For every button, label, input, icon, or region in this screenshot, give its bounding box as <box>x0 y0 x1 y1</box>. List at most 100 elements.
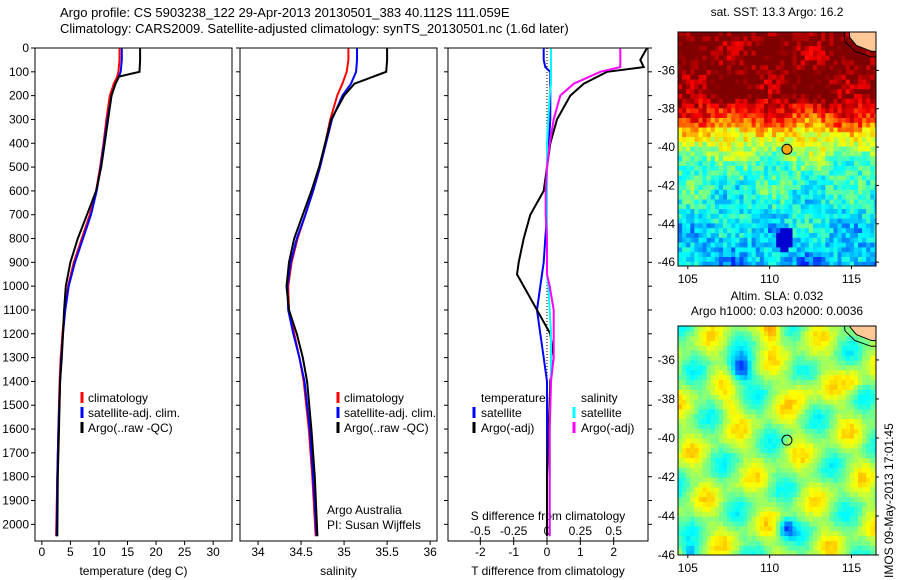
map-cell <box>858 256 863 262</box>
map-cell <box>739 155 745 162</box>
map-cell <box>784 359 790 366</box>
map-cell <box>763 326 769 332</box>
map-cell <box>813 150 818 157</box>
map-cell <box>800 511 806 517</box>
map-cell <box>678 59 683 66</box>
map-cell <box>694 457 700 463</box>
map-cell <box>874 122 876 128</box>
map-cell <box>862 112 867 118</box>
map-cell <box>841 131 847 138</box>
lat-tick-label: -42 <box>658 470 676 484</box>
map-cell <box>800 232 806 238</box>
map-cell <box>813 345 818 351</box>
map-cell <box>727 203 732 210</box>
map-cell <box>694 45 700 51</box>
map-cell <box>706 69 712 75</box>
map-cell <box>718 394 724 400</box>
map-cell <box>870 413 875 420</box>
map-cell <box>706 530 712 537</box>
map-cell <box>858 74 863 80</box>
map-cell <box>825 457 830 463</box>
map-cell <box>714 442 720 449</box>
map-cell <box>731 189 736 195</box>
map-cell <box>690 477 695 483</box>
map-cell <box>817 447 822 454</box>
map-cell <box>804 433 810 439</box>
map-cell <box>718 136 724 142</box>
map-cell <box>833 32 839 37</box>
map-cell <box>858 122 863 128</box>
map-cell <box>788 364 794 371</box>
map-cell <box>796 64 802 70</box>
map-cell <box>825 64 830 70</box>
map-cell <box>845 213 851 219</box>
map-cell <box>821 45 826 51</box>
map-cell <box>817 79 822 85</box>
map-cell <box>702 511 708 517</box>
map-cell <box>804 40 810 46</box>
map-cell <box>678 374 683 381</box>
map-cell <box>796 122 802 128</box>
map-cell <box>768 399 773 405</box>
map-cell <box>755 486 761 493</box>
map-cell <box>788 155 794 162</box>
map-cell <box>853 501 859 507</box>
map-cell <box>800 486 806 493</box>
map-cell <box>825 40 830 46</box>
map-cell <box>759 32 765 37</box>
map-cell <box>698 64 704 70</box>
map-cell <box>763 516 769 522</box>
map-cell <box>780 491 785 498</box>
map-cell <box>845 486 851 493</box>
map-cell <box>788 222 794 229</box>
map-cell <box>772 256 777 262</box>
map-cell <box>808 237 814 243</box>
map-cell <box>837 359 843 366</box>
map-cell <box>682 550 687 555</box>
map-cell <box>833 364 839 371</box>
map-cell <box>759 394 765 400</box>
map-cell <box>808 511 814 517</box>
map-cell <box>788 55 794 61</box>
map-cell <box>702 146 708 152</box>
map-cell <box>768 45 773 51</box>
map-cell <box>739 208 745 214</box>
map-cell <box>747 525 753 532</box>
map-cell <box>841 198 847 205</box>
map-cell <box>751 345 757 351</box>
map-cell <box>763 384 769 390</box>
map-cell <box>698 83 704 90</box>
map-cell <box>690 194 695 200</box>
map-cell <box>825 535 830 541</box>
map-cell <box>792 364 798 371</box>
map-cell <box>780 486 785 493</box>
map-cell <box>874 112 876 118</box>
map-cell <box>788 83 794 90</box>
map-cell <box>804 359 810 366</box>
map-cell <box>759 535 765 541</box>
map-cell <box>784 457 790 463</box>
map-cell <box>743 251 749 257</box>
map-cell <box>792 32 798 37</box>
map-cell <box>845 540 851 546</box>
map-cell <box>690 462 695 468</box>
map-cell <box>731 107 736 114</box>
map-cell <box>727 330 732 337</box>
map-cell <box>686 364 691 371</box>
map-cell <box>735 126 740 133</box>
map-cell <box>862 462 867 468</box>
map-cell <box>698 545 704 551</box>
map-cell <box>690 486 695 493</box>
map-cell <box>747 227 753 233</box>
map-cell <box>813 516 818 522</box>
map-cell <box>723 35 728 42</box>
map-cell <box>821 251 826 257</box>
map-cell <box>759 384 765 390</box>
map-cell <box>821 126 826 133</box>
map-cell <box>751 535 757 541</box>
map-cell <box>678 184 683 190</box>
map-cell <box>735 213 740 219</box>
map-cell <box>821 122 826 128</box>
map-cell <box>678 486 683 493</box>
map-cell <box>780 179 785 186</box>
